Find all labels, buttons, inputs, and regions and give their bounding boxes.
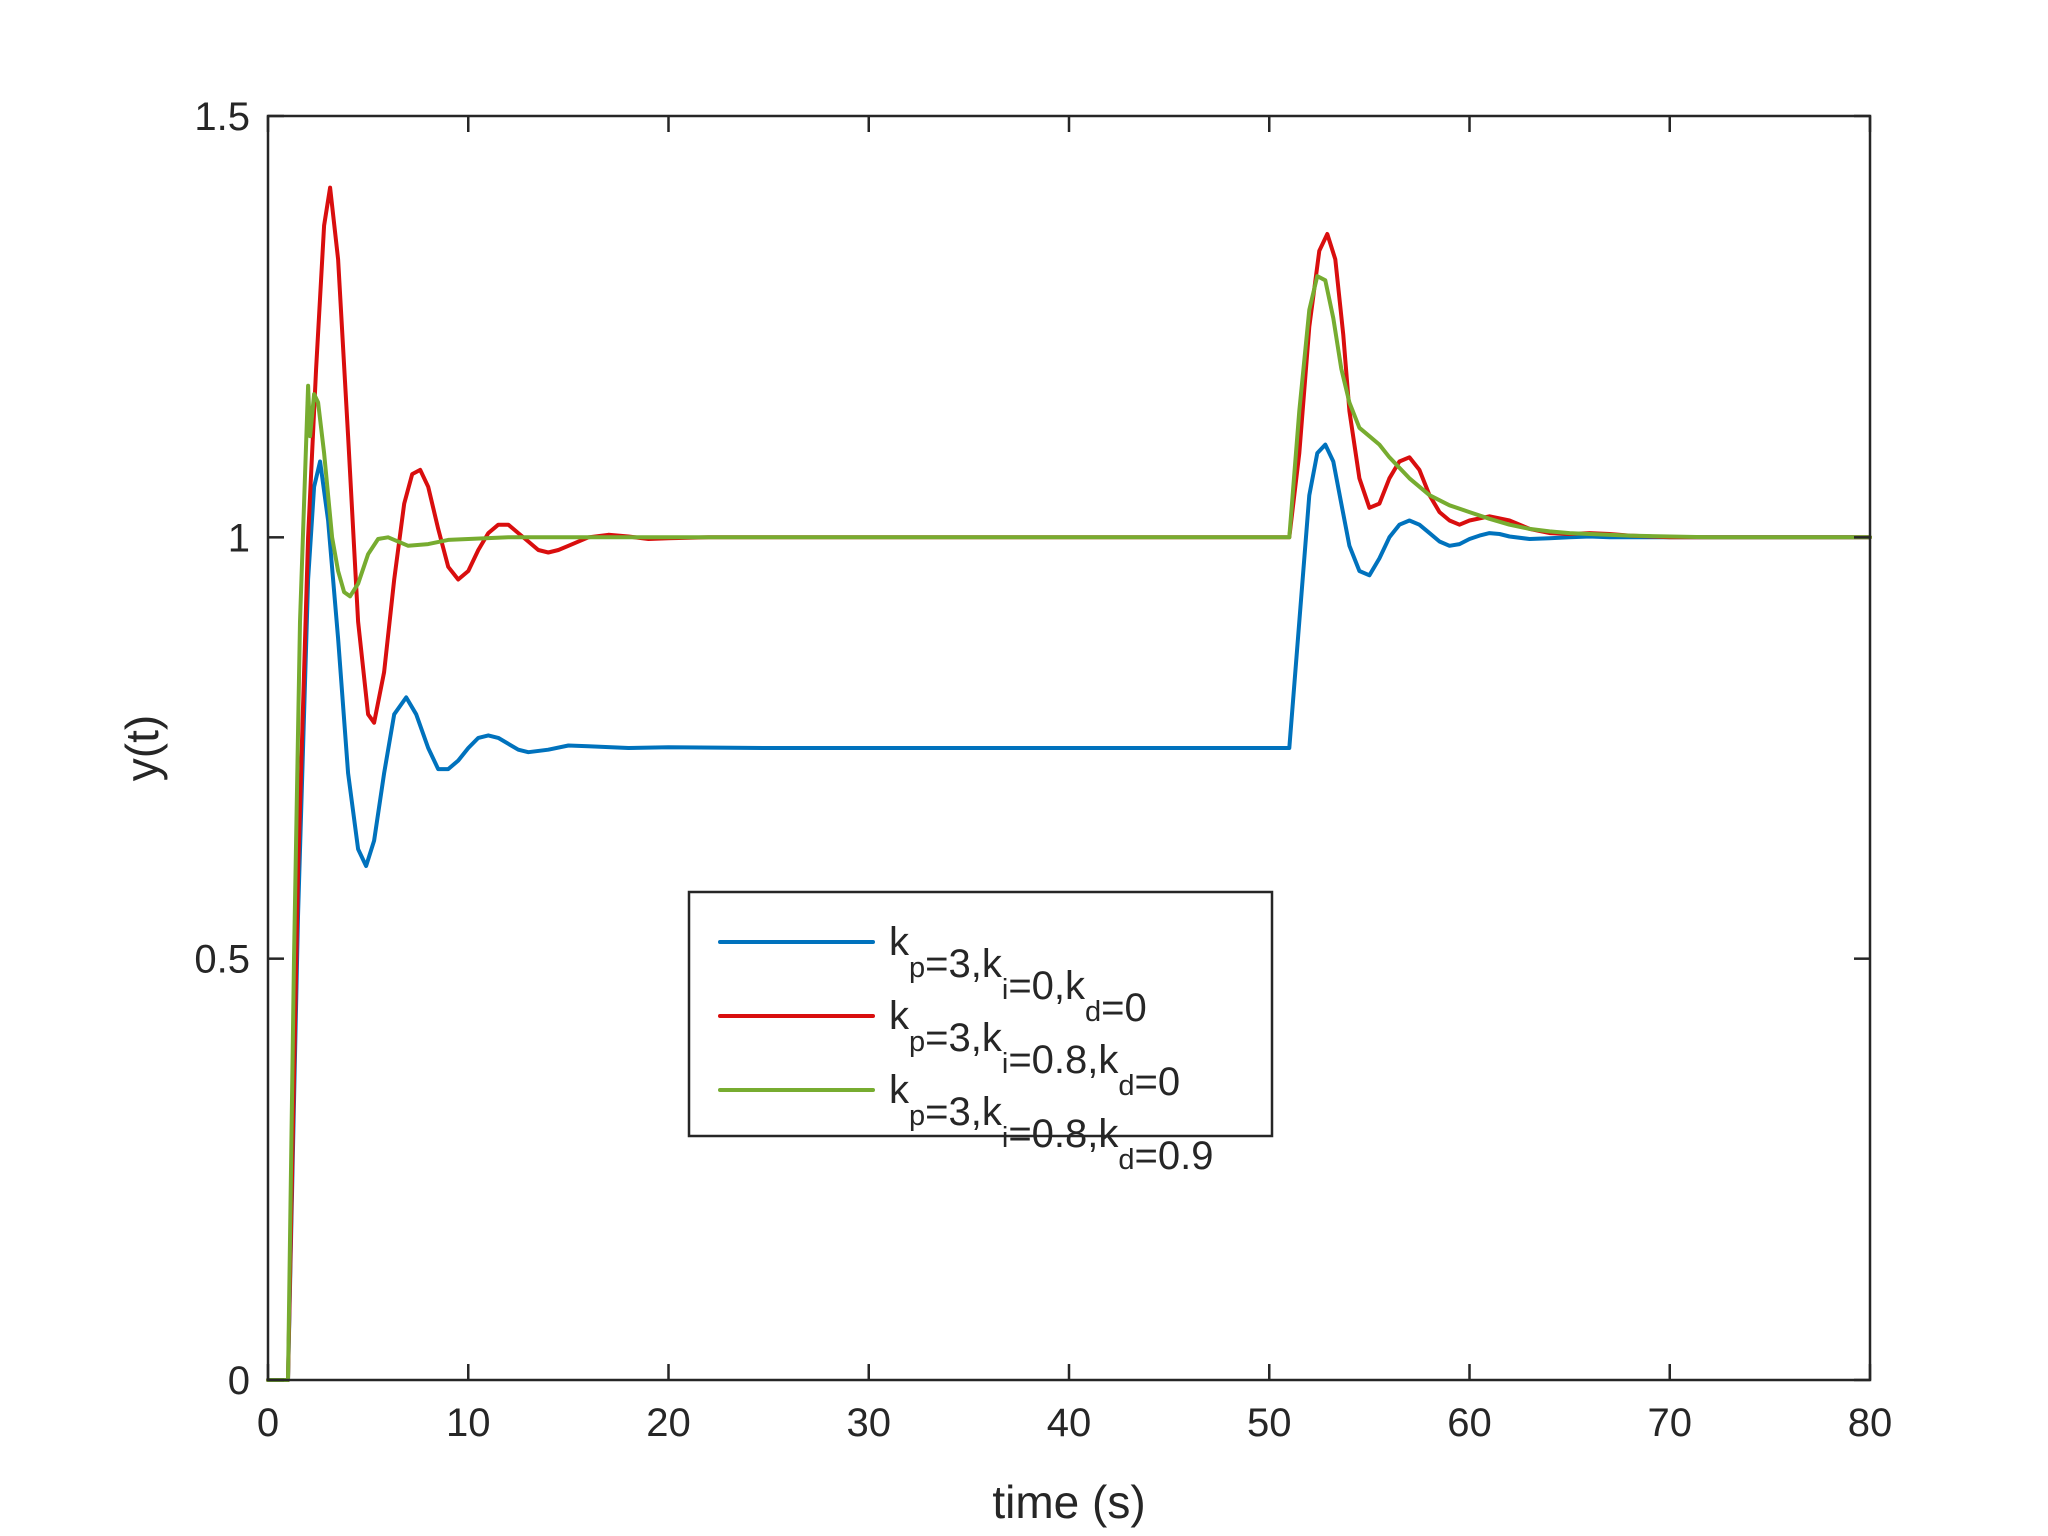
- legend: kp=3,ki=0,kd=0kp=3,ki=0.8,kd=0kp=3,ki=0.…: [687, 890, 1274, 1178]
- x-tick-label: 0: [257, 1401, 279, 1445]
- y-tick-label: 0.5: [194, 938, 250, 982]
- legend-label-1: kp=3,ki=0,kd=0: [889, 920, 1147, 1030]
- series-layer: [266, 185, 1872, 1382]
- x-tick-label: 10: [446, 1401, 491, 1445]
- x-axis-label: time (s): [992, 1476, 1145, 1528]
- x-tick-label: 20: [646, 1401, 691, 1445]
- series-line-3: [266, 274, 1872, 1382]
- x-tick-label: 30: [847, 1401, 892, 1445]
- x-tick-label: 80: [1848, 1401, 1893, 1445]
- legend-label-3: kp=3,ki=0.8,kd=0.9: [889, 1068, 1214, 1178]
- y-tick-label: 0: [228, 1359, 250, 1403]
- x-tick-label: 60: [1447, 1401, 1492, 1445]
- plot-area: 0 10 20 30 40 50 60 70 80 0 0.5 1 1.5: [194, 95, 1892, 1445]
- x-tick-label: 70: [1648, 1401, 1693, 1445]
- x-tick-label: 50: [1247, 1401, 1292, 1445]
- y-tick-label: 1: [228, 516, 250, 560]
- x-tick-label: 40: [1047, 1401, 1092, 1445]
- tick-layer: 0 10 20 30 40 50 60 70 80 0 0.5 1 1.5: [194, 95, 1892, 1445]
- y-tick-label: 1.5: [194, 95, 250, 139]
- legend-label-2: kp=3,ki=0.8,kd=0: [889, 994, 1180, 1104]
- y-axis-label: y(t): [116, 715, 168, 781]
- series-line-1: [266, 442, 1872, 1382]
